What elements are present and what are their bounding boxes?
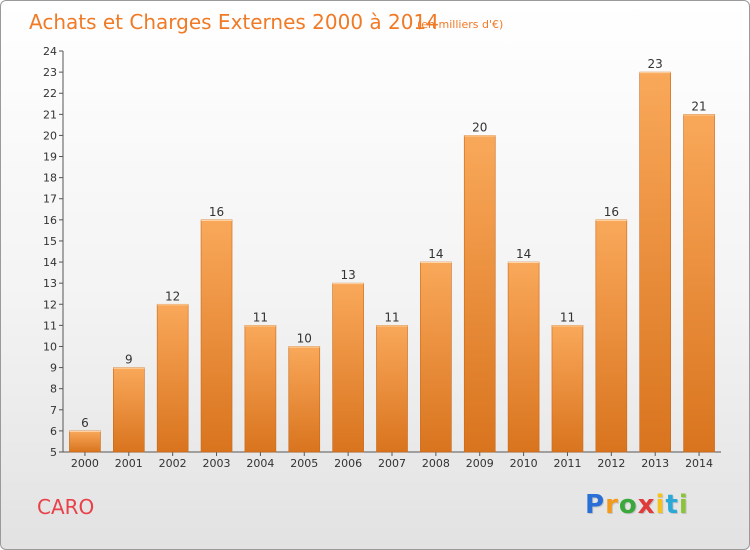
x-tick-label-2003: 2003 — [203, 457, 231, 470]
commune-name: CARO — [37, 495, 95, 519]
logo-letter: P — [585, 490, 606, 520]
data-label-2007: 11 — [384, 310, 399, 324]
data-label-2008: 14 — [428, 247, 443, 261]
bar-2006 — [332, 282, 364, 453]
data-label-2010: 14 — [516, 247, 531, 261]
y-tick-label: 5 — [50, 446, 57, 459]
data-label-2014: 21 — [691, 99, 706, 113]
bar-2000 — [69, 430, 101, 453]
x-tick-label-2007: 2007 — [378, 457, 406, 470]
y-tick-label: 21 — [43, 108, 57, 121]
bar-2004 — [244, 325, 277, 453]
bar-2014 — [683, 114, 715, 453]
y-tick-label: 8 — [50, 383, 57, 396]
bar-2013 — [639, 71, 672, 453]
x-tick-label-2012: 2012 — [597, 457, 625, 470]
logo-letter: i — [655, 490, 666, 520]
bar-2009 — [463, 135, 496, 453]
x-tick-label-2001: 2001 — [115, 457, 143, 470]
logo-letter: o — [618, 490, 638, 520]
y-tick-label: 22 — [43, 87, 57, 100]
bar-2007 — [376, 325, 408, 453]
y-tick-label: 10 — [43, 340, 57, 353]
y-tick-label: 11 — [43, 319, 57, 332]
x-tick-label-2005: 2005 — [290, 457, 318, 470]
proxiti-logo: Proxiti — [585, 490, 689, 520]
x-tick-label-2010: 2010 — [510, 457, 538, 470]
x-tick-label-2009: 2009 — [466, 457, 494, 470]
y-tick-label: 17 — [43, 193, 57, 206]
bars: 6 9 12 16 11 10 13 11 14 20 14 11 16 23 21 — [69, 57, 715, 453]
bar-2001 — [113, 367, 145, 453]
data-label-2001: 9 — [125, 353, 133, 367]
x-tick-label-2011: 2011 — [553, 457, 581, 470]
data-label-2004: 11 — [253, 310, 268, 324]
y-tick-label: 9 — [50, 362, 57, 375]
y-tick-label: 15 — [43, 235, 57, 248]
bar-2003 — [200, 219, 233, 453]
y-tick-label: 19 — [43, 151, 57, 164]
y-tick-label: 20 — [43, 129, 57, 142]
data-label-2012: 16 — [604, 205, 619, 219]
data-label-2006: 13 — [340, 268, 355, 282]
data-label-2003: 16 — [209, 205, 224, 219]
bar-2012 — [595, 219, 628, 453]
data-label-2000: 6 — [81, 416, 89, 430]
x-tick-label-2002: 2002 — [159, 457, 187, 470]
bar-2002 — [156, 303, 189, 453]
data-label-2005: 10 — [297, 331, 312, 345]
data-label-2009: 20 — [472, 120, 487, 134]
x-tick-label-2013: 2013 — [641, 457, 669, 470]
axes: 5 6 7 8 9 10 11 12 13 14 15 16 17 18 19 20 21 22 23 24 2000 2… — [43, 45, 721, 470]
y-tick-label: 7 — [50, 404, 57, 417]
x-tick-label-2006: 2006 — [334, 457, 362, 470]
chart-title: Achats et Charges Externes 2000 à 2014 — [29, 10, 439, 34]
x-tick-label-2008: 2008 — [422, 457, 450, 470]
logo-letter: i — [678, 490, 689, 520]
data-label-2011: 11 — [560, 310, 575, 324]
data-label-2002: 12 — [165, 289, 180, 303]
y-tick-label: 23 — [43, 66, 57, 79]
y-tick-label: 14 — [43, 256, 57, 269]
bar-2010 — [507, 261, 540, 453]
bar-2011 — [551, 325, 584, 453]
y-tick-label: 12 — [43, 298, 57, 311]
logo-letter: t — [665, 490, 679, 520]
x-tick-label-2004: 2004 — [246, 457, 274, 470]
logo-letter: x — [637, 490, 656, 520]
logo-letter: r — [605, 490, 619, 520]
chart-subtitle: (en milliers d'€) — [417, 18, 503, 31]
y-tick-label: 6 — [50, 425, 57, 438]
data-label-2013: 23 — [648, 57, 663, 71]
y-tick-label: 18 — [43, 172, 57, 185]
bar-2005 — [288, 346, 321, 453]
y-tick-label: 16 — [43, 214, 57, 227]
x-tick-label-2000: 2000 — [71, 457, 99, 470]
x-tick-label-2014: 2014 — [685, 457, 713, 470]
y-tick-label: 24 — [43, 45, 57, 58]
y-tick-label: 13 — [43, 277, 57, 290]
bar-2008 — [420, 261, 452, 453]
